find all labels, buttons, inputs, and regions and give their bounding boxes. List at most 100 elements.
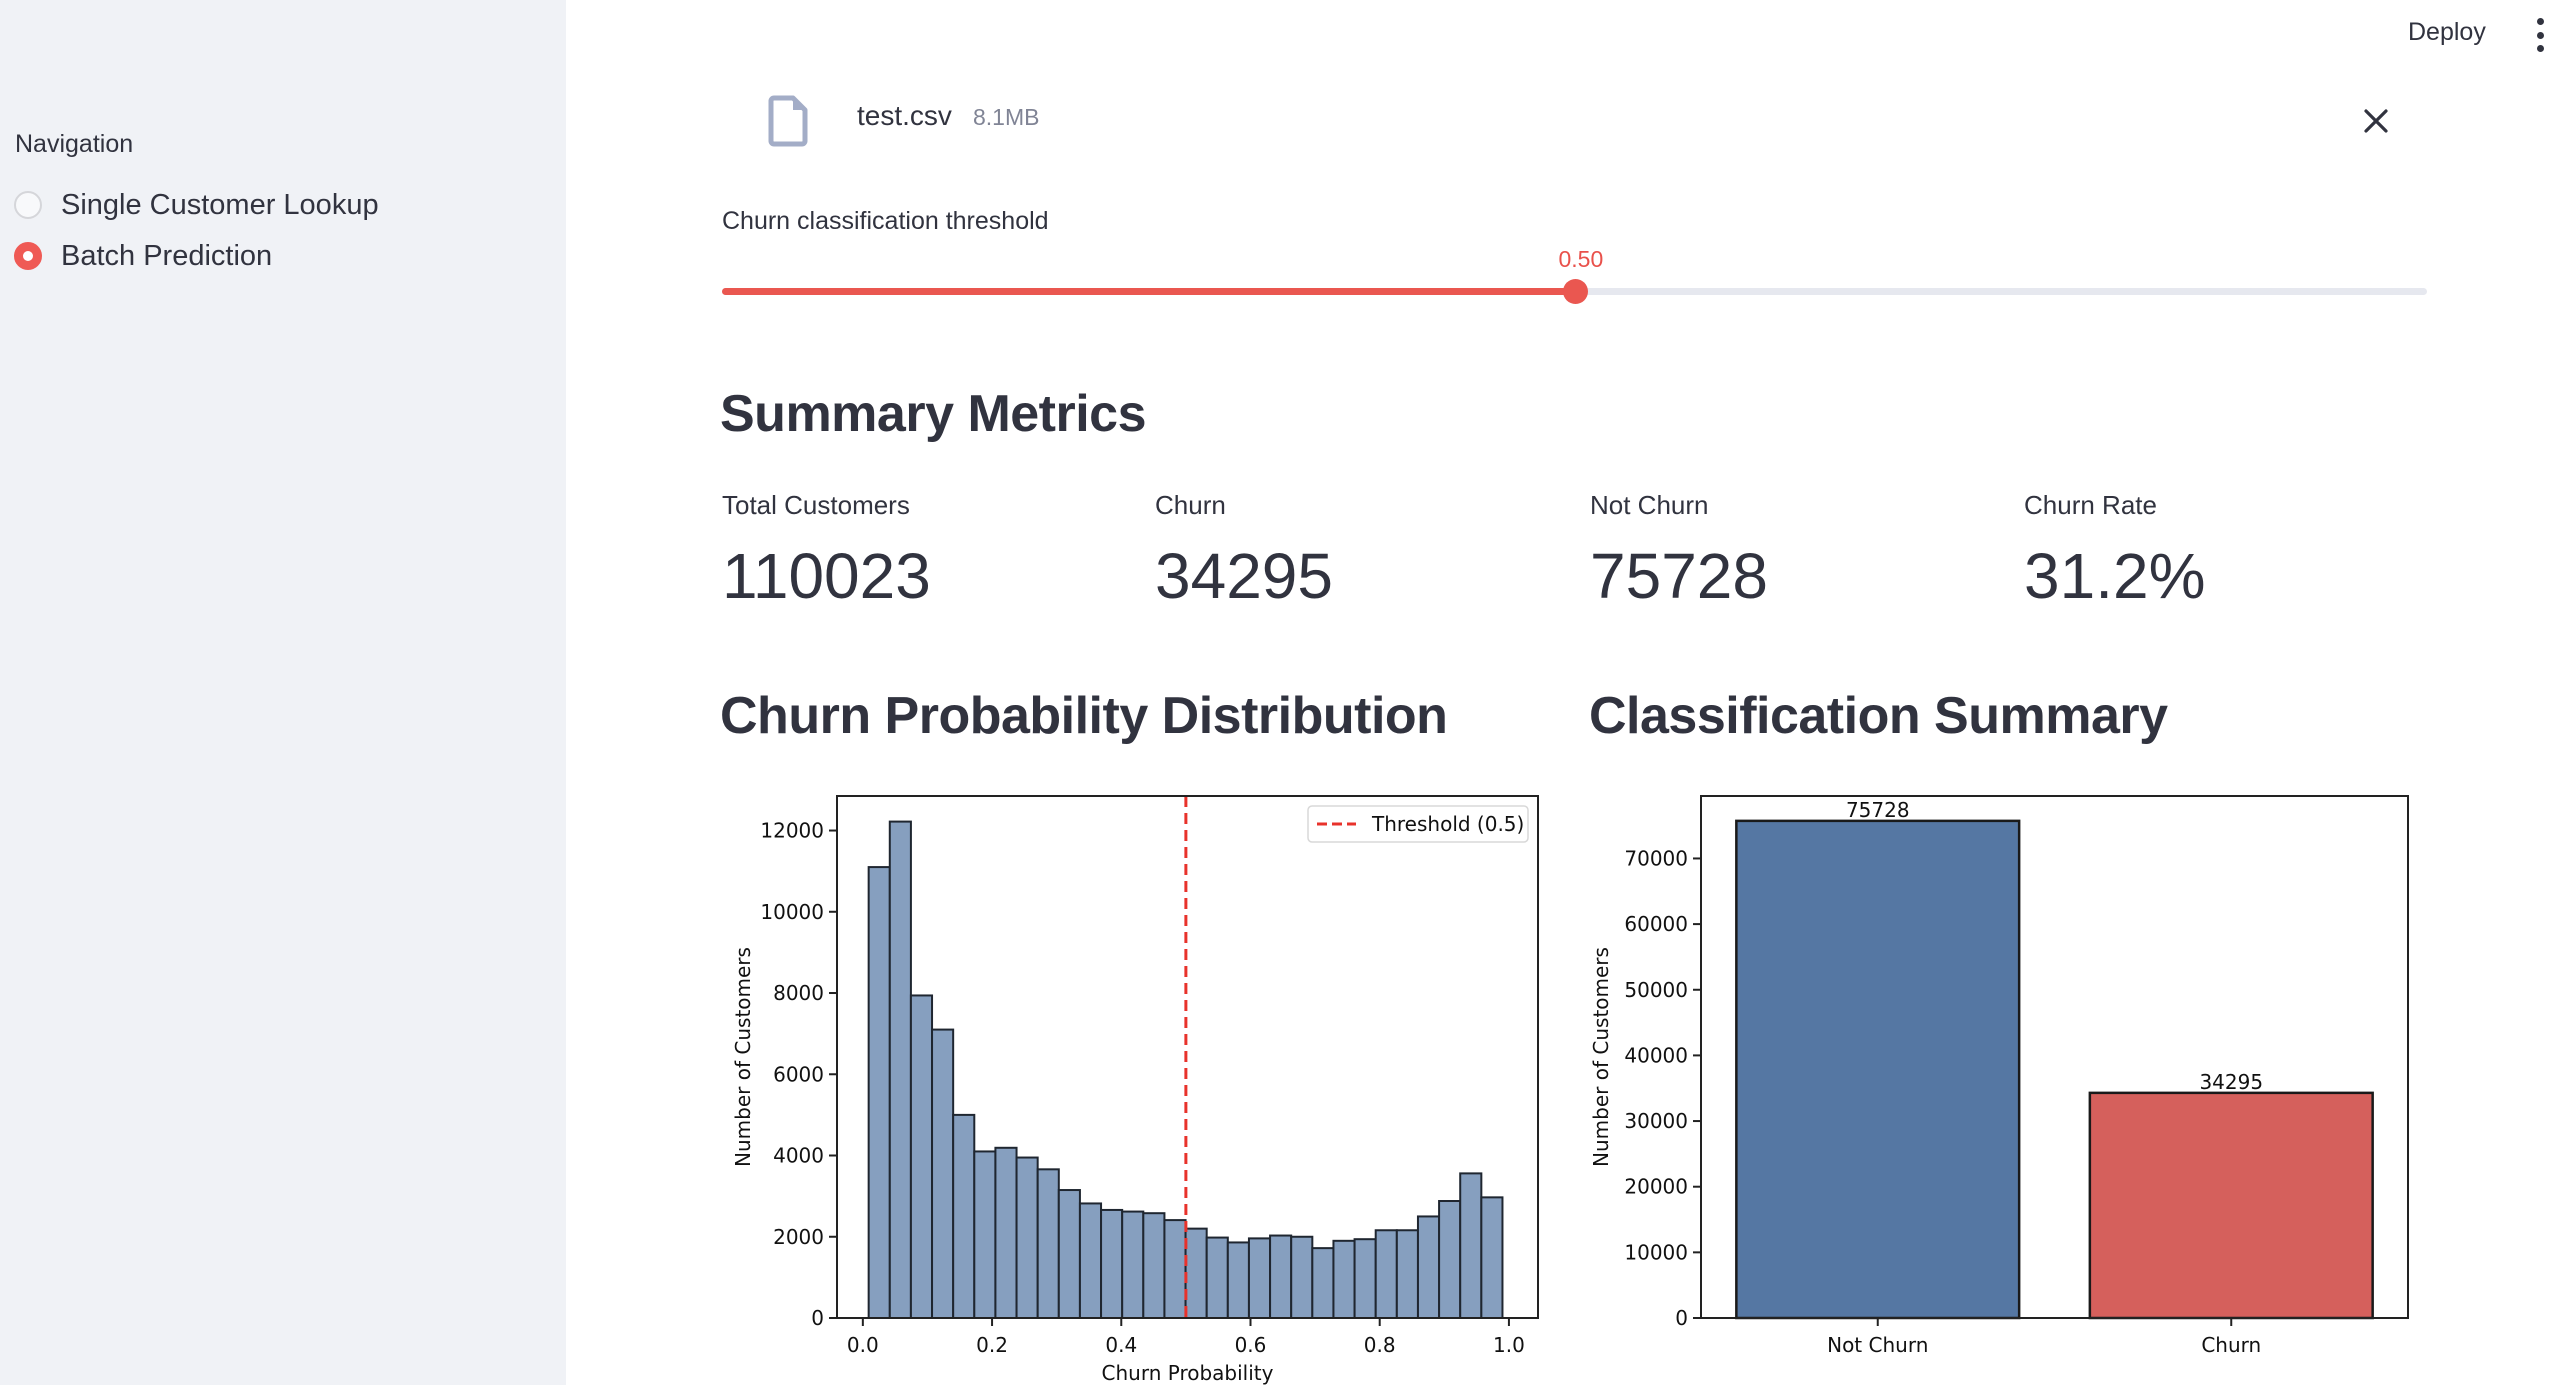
metric-label: Not Churn <box>1590 490 1709 520</box>
distribution-heading: Churn Probability Distribution <box>720 687 1448 745</box>
radio-label: Single Customer Lookup <box>61 188 379 221</box>
metric-churn-rate: Churn Rate 31.2% <box>2024 490 2205 613</box>
histogram-bar <box>888 820 912 1319</box>
y-tick-label: 30000 <box>1624 1109 1688 1133</box>
y-tick-label: 4000 <box>773 1144 824 1168</box>
histogram-bar <box>1395 1229 1419 1319</box>
histogram-bar <box>1121 1210 1145 1320</box>
radio-batch-prediction[interactable]: Batch Prediction <box>14 236 272 276</box>
slider-fill <box>722 288 1575 295</box>
metric-label: Churn <box>1155 490 1226 520</box>
radio-selected-icon[interactable] <box>14 242 42 270</box>
deploy-button[interactable]: Deploy <box>2408 18 2486 46</box>
histogram-bar <box>1374 1229 1398 1319</box>
histogram-bar <box>1459 1172 1483 1320</box>
legend: Threshold (0.5) <box>1307 805 1529 843</box>
histogram-bar <box>1311 1247 1335 1319</box>
metric-value: 34295 <box>1155 540 1333 612</box>
x-axis-label: Churn Probability <box>1102 1361 1274 1385</box>
radio-label: Batch Prediction <box>61 239 273 272</box>
y-tick-label: 6000 <box>773 1062 824 1086</box>
navigation-label: Navigation <box>15 130 134 158</box>
histogram-bar <box>931 1028 955 1319</box>
x-tick-label: Not Churn <box>1827 1333 1928 1357</box>
y-tick-label: 70000 <box>1624 846 1688 870</box>
histogram-bar <box>1290 1235 1314 1319</box>
metric-total-customers: Total Customers 110023 <box>722 490 931 613</box>
metric-label: Churn Rate <box>2024 490 2157 520</box>
histogram-bar <box>952 1113 976 1319</box>
histogram-bar <box>1142 1212 1166 1320</box>
metric-value: 31.2% <box>2024 540 2206 612</box>
close-icon[interactable] <box>2361 106 2391 136</box>
y-tick-label: 12000 <box>760 819 824 843</box>
y-tick-label: 10000 <box>760 900 824 924</box>
histogram-bar <box>1353 1238 1377 1320</box>
plot-frame <box>836 795 1539 1319</box>
x-tick-label: 0.8 <box>1364 1333 1396 1357</box>
histogram-bar <box>1163 1219 1187 1319</box>
y-tick-label: 0 <box>1675 1306 1688 1330</box>
histogram-bar <box>1269 1234 1293 1320</box>
x-tick-label: Churn <box>2201 1333 2261 1357</box>
y-tick-label: 60000 <box>1624 912 1688 936</box>
metric-not-churn: Not Churn 75728 <box>1590 490 1768 613</box>
summary-metrics-heading: Summary Metrics <box>720 385 1147 443</box>
bar-churn <box>2088 1091 2374 1320</box>
uploaded-file-size: 8.1MB <box>973 104 1040 130</box>
y-tick-label: 2000 <box>773 1225 824 1249</box>
threshold-slider[interactable] <box>722 279 2427 304</box>
file-icon <box>768 95 808 147</box>
y-tick-label: 50000 <box>1624 978 1688 1002</box>
histogram-bar <box>1057 1189 1081 1319</box>
histogram-bar <box>1416 1215 1441 1319</box>
kebab-menu-icon[interactable] <box>2534 18 2546 52</box>
bar-value-label: 75728 <box>1846 798 1910 822</box>
histogram-bar <box>1438 1200 1462 1320</box>
classification-heading: Classification Summary <box>1589 687 2168 745</box>
histogram-chart: 0 2000 4000 6000 8000 10000 12000 0.0 0.2 0.4 0.6… <box>731 795 1539 1385</box>
y-tick-label: 40000 <box>1624 1043 1688 1067</box>
radio-single-customer-lookup[interactable]: Single Customer Lookup <box>14 185 379 225</box>
y-axis-label: Number of Customers <box>731 947 755 1167</box>
histogram-bar <box>1078 1202 1103 1320</box>
histogram-bar <box>1247 1237 1272 1319</box>
histogram-bar <box>1100 1208 1124 1319</box>
x-tick-label: 0.0 <box>847 1333 879 1357</box>
bar-value-label: 34295 <box>2199 1070 2263 1094</box>
sidebar: Navigation Single Customer Lookup Batch … <box>0 0 566 1385</box>
classification-bar-chart: 75728 34295 0 10000 20000 30000 40000 50000 600… <box>1590 795 2409 1357</box>
histogram-bar <box>1205 1236 1229 1320</box>
uploaded-file-name: test.csv <box>857 100 952 131</box>
y-tick-label: 8000 <box>773 981 824 1005</box>
metric-label: Total Customers <box>722 490 910 520</box>
radio-unselected-icon[interactable] <box>14 191 42 219</box>
histogram-bar <box>909 994 934 1319</box>
metric-value: 75728 <box>1590 540 1768 612</box>
plot-frame <box>1700 795 2409 1319</box>
histogram-bar <box>1036 1168 1060 1320</box>
slider-thumb[interactable] <box>1562 279 1588 304</box>
x-tick-label: 1.0 <box>1493 1333 1525 1357</box>
y-axis-label: Number of Customers <box>1590 947 1613 1167</box>
metric-value: 110023 <box>722 540 931 612</box>
y-tick-label: 0 <box>811 1306 824 1330</box>
legend-entry: Threshold (0.5) <box>1371 812 1524 836</box>
histogram-bar <box>1226 1241 1250 1319</box>
histogram-bar <box>1184 1227 1208 1319</box>
y-tick-label: 20000 <box>1624 1175 1688 1199</box>
metric-churn: Churn 34295 <box>1155 490 1333 613</box>
histogram-bar <box>1015 1156 1039 1319</box>
y-tick-label: 10000 <box>1624 1240 1688 1264</box>
x-tick-label: 0.6 <box>1235 1333 1267 1357</box>
histogram-bar <box>1480 1196 1504 1320</box>
threshold-slider-value: 0.50 <box>1558 246 1604 272</box>
histogram-bar <box>994 1146 1018 1319</box>
threshold-slider-label: Churn classification threshold <box>722 207 1049 235</box>
x-tick-label: 0.4 <box>1105 1333 1137 1357</box>
histogram-bar <box>973 1150 997 1320</box>
x-tick-label: 0.2 <box>976 1333 1008 1357</box>
histogram-bar <box>867 866 891 1319</box>
histogram-bar <box>1332 1239 1356 1319</box>
bar-not-churn <box>1735 819 2021 1320</box>
